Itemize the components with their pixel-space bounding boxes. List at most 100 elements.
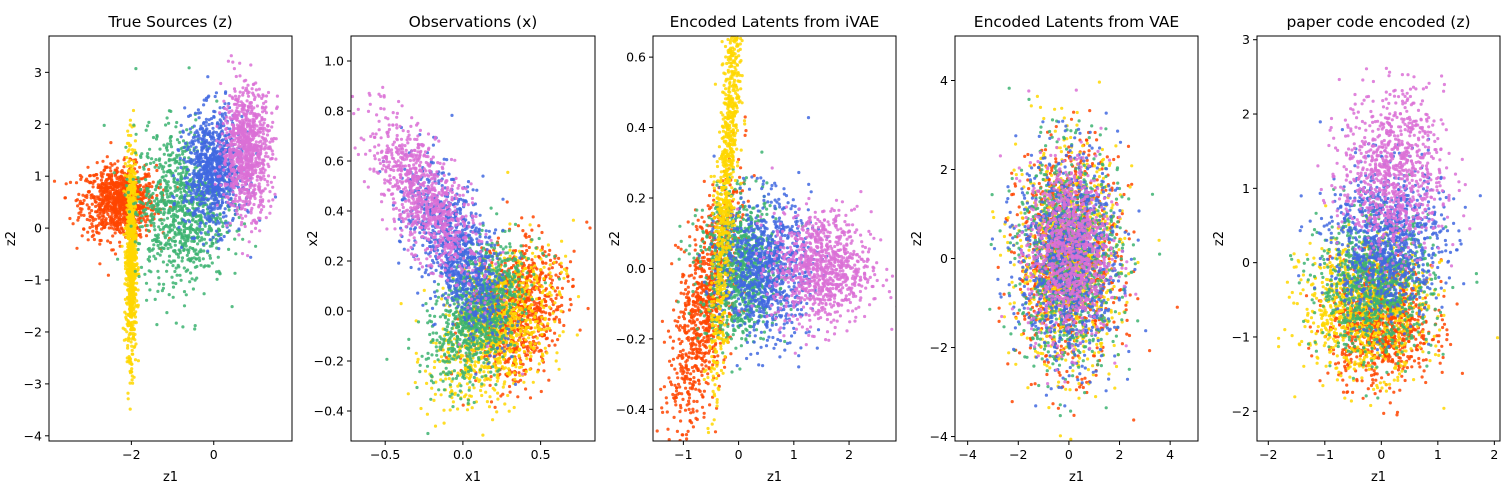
scatter-point	[178, 239, 182, 243]
scatter-point	[250, 158, 254, 162]
scatter-point	[210, 121, 214, 126]
axes-frame	[48, 35, 293, 442]
scatter-point	[133, 240, 137, 244]
scatter-point	[196, 131, 200, 135]
y-tick-label: −2	[24, 324, 42, 339]
scatter-point	[218, 152, 222, 156]
scatter-point	[181, 186, 186, 190]
scatter-point	[205, 127, 209, 131]
scatter-point	[108, 189, 113, 193]
scatter-point	[227, 135, 231, 139]
scatter-point	[204, 185, 208, 189]
scatter-point	[231, 129, 235, 133]
scatter-point	[222, 168, 226, 172]
scatter-point	[177, 140, 181, 145]
scatter-point	[253, 196, 257, 201]
scatter-point	[182, 230, 186, 234]
scatter-point	[211, 126, 215, 130]
scatter-point	[127, 284, 131, 288]
scatter-point	[228, 202, 232, 206]
scatter-point	[160, 249, 164, 253]
scatter-point	[179, 135, 183, 139]
scatter-point	[154, 196, 159, 200]
scatter-point	[108, 204, 112, 208]
scatter-point	[140, 152, 144, 156]
scatter-point	[178, 195, 183, 199]
scatter-point	[94, 204, 98, 208]
scatter-point	[125, 177, 129, 182]
scatter-point	[188, 220, 192, 224]
scatter-point	[191, 141, 195, 145]
scatter-point	[225, 131, 229, 135]
scatter-point	[166, 195, 170, 199]
scatter-point	[116, 192, 120, 196]
scatter-point	[173, 189, 177, 193]
scatter-point	[252, 202, 256, 207]
scatter-point	[167, 121, 171, 125]
scatter-point	[540, 245, 545, 249]
scatter-point	[566, 279, 570, 283]
scatter-point	[190, 236, 194, 240]
scatter-point	[126, 227, 130, 231]
scatter-point	[110, 172, 114, 176]
scatter-point	[209, 117, 214, 121]
scatter-point	[64, 182, 68, 186]
scatter-point	[106, 273, 110, 277]
scatter-point	[134, 132, 138, 136]
scatter-point	[204, 130, 208, 134]
scatter-point	[132, 208, 136, 212]
scatter-point	[133, 201, 138, 205]
scatter-point	[113, 252, 118, 256]
scatter-point	[199, 173, 203, 177]
y-tick-label: −3	[24, 376, 42, 391]
scatter-point	[129, 279, 133, 283]
scatter-point	[172, 235, 176, 239]
scatter-point	[179, 123, 183, 127]
scatter-point	[165, 216, 170, 220]
scatter-point	[153, 228, 157, 232]
scatter-point	[245, 99, 249, 103]
scatter-point	[130, 190, 134, 194]
scatter-point	[175, 159, 179, 163]
scatter-point	[206, 232, 211, 237]
scatter-point	[112, 171, 116, 175]
scatter-point	[139, 219, 143, 223]
scatter-point	[215, 139, 219, 143]
scatter-point	[151, 135, 156, 140]
scatter-point	[133, 332, 137, 336]
scatter-point	[252, 164, 256, 168]
scatter-point	[175, 138, 180, 142]
scatter-point	[131, 164, 135, 168]
scatter-point	[146, 247, 150, 251]
scatter-point	[157, 246, 161, 250]
scatter-point	[185, 194, 190, 198]
scatter-point	[231, 176, 235, 180]
scatter-point	[231, 155, 235, 159]
scatter-point	[240, 216, 244, 220]
scatter-point	[161, 175, 165, 179]
scatter-point	[112, 218, 116, 222]
scatter-point	[193, 327, 197, 331]
scatter-point	[200, 137, 204, 141]
scatter-point	[128, 305, 132, 309]
scatter-point	[180, 256, 185, 260]
scatter-point	[225, 143, 229, 147]
scatter-point	[136, 247, 140, 252]
scatter-point	[152, 224, 156, 228]
scatter-point	[228, 221, 232, 225]
scatter-point	[85, 203, 89, 207]
scatter-point	[146, 229, 151, 233]
scatter-point	[191, 135, 195, 140]
scatter-point	[130, 378, 134, 382]
scatter-point	[222, 190, 226, 194]
scatter-point	[243, 113, 247, 117]
scatter-point	[196, 158, 200, 163]
scatter-point	[192, 148, 196, 152]
scatter-point	[248, 101, 252, 105]
scatter-point	[272, 136, 276, 141]
points-layer	[52, 54, 279, 411]
scatter-point	[234, 252, 238, 256]
scatter-point	[210, 185, 214, 189]
scatter-point	[129, 133, 133, 138]
scatter-point	[264, 151, 268, 155]
